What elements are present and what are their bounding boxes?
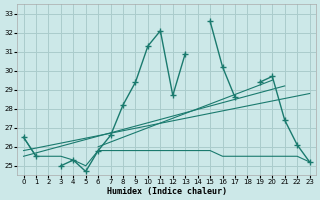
X-axis label: Humidex (Indice chaleur): Humidex (Indice chaleur): [107, 187, 227, 196]
